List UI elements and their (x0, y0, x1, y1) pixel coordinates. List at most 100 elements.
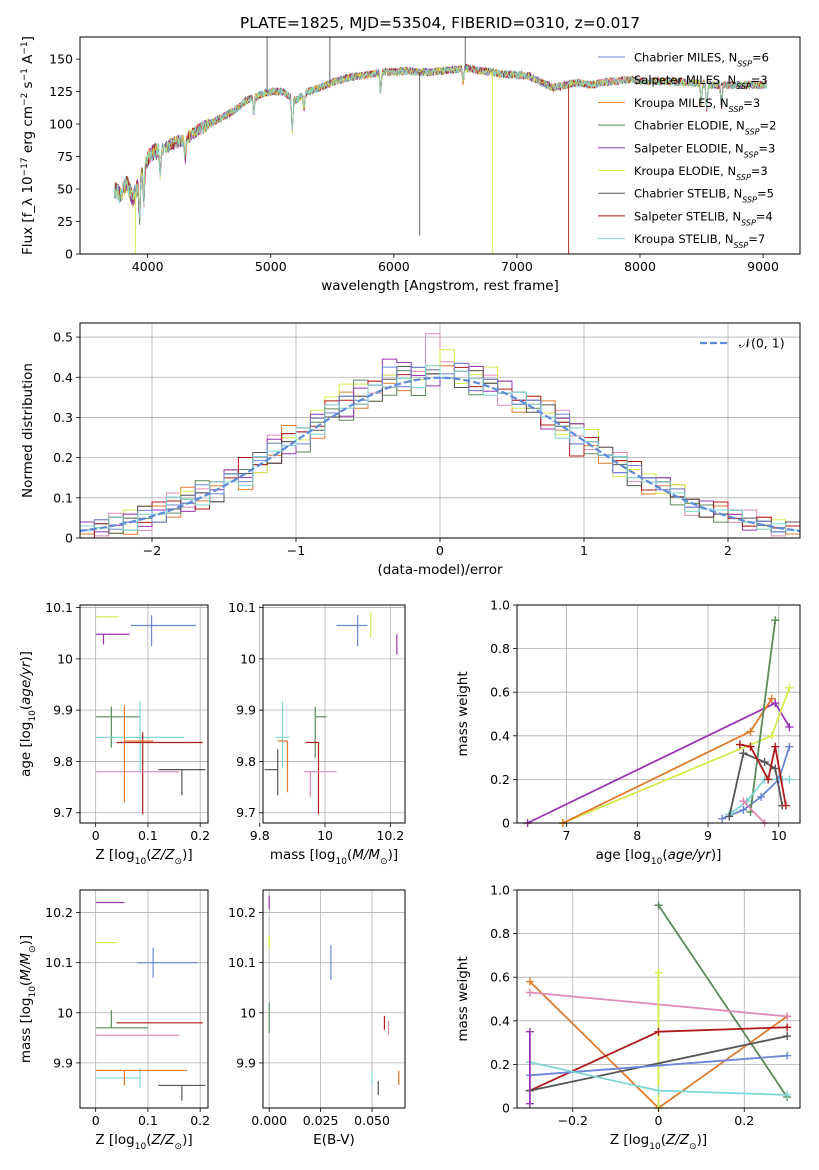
weight-marker (525, 1099, 534, 1108)
weight-marker (654, 1086, 663, 1095)
axes-frame (262, 604, 406, 824)
data-point (123, 705, 154, 803)
figure-title: PLATE=1825, MJD=53504, FIBERID=0310, z=0… (240, 14, 640, 32)
x-tick-label: 9.8 (250, 828, 270, 843)
weight-marker (771, 764, 780, 773)
x-tick-label: 2 (724, 543, 732, 558)
errorbar-plot-area (264, 611, 398, 815)
data-point (137, 947, 198, 978)
legend-label: Kroupa STELIB, NSSP=7 (634, 232, 765, 250)
panel-mass-vs-ebv: 0.000 0.025 0.050 9.9 10 10.1 10.2 E(B-V) (228, 889, 406, 1148)
y-tick-label: 10 (240, 651, 256, 666)
y-tick-label: 9.7 (53, 805, 73, 820)
weight-marker (760, 757, 769, 766)
data-point (95, 633, 130, 645)
y-tick-label: 0.8 (490, 641, 510, 656)
y-tick-label: 10.1 (45, 955, 73, 970)
y-tick-label: 9.9 (236, 703, 256, 718)
weight-marker (757, 792, 766, 801)
x-tick-label: 9 (704, 828, 712, 843)
weight-marker (767, 731, 776, 740)
residuals-plot-area (80, 333, 800, 538)
y-tick-label: 10.2 (45, 905, 73, 920)
x-axis-label: mass [log10(M/M⊙)] (270, 847, 398, 867)
data-point (95, 1010, 148, 1029)
y-tick-label: 10 (240, 1005, 256, 1020)
weight-marker (654, 901, 663, 910)
y-tick-label: 0.6 (490, 970, 510, 985)
x-tick-label: 0 (436, 543, 444, 558)
x-axis-label: wavelength [Angstrom, rest frame] (321, 278, 559, 294)
y-axis-label: Flux [f_λ 10−17 erg cm−2 s−1 A−1] (20, 36, 36, 255)
data-point (314, 706, 327, 758)
data-point (158, 769, 206, 796)
weight-marker (525, 1027, 534, 1036)
legend-label: Chabrier ELODIE, NSSP=2 (634, 119, 776, 137)
x-tick-label: 0.025 (303, 1113, 339, 1128)
axes-frame (516, 604, 801, 824)
weight-marker (785, 775, 794, 784)
legend-label: Chabrier MILES, NSSP=6 (634, 51, 769, 69)
x-tick-label: 10 (317, 828, 333, 843)
y-tick-label: 10.1 (228, 600, 256, 615)
y-tick-label: 150 (49, 52, 73, 67)
y-tick-label: 9.7 (236, 805, 256, 820)
legend-label: Salpeter ELODIE, NSSP=3 (634, 141, 775, 159)
normal-reference-curve (80, 376, 800, 533)
y-axis-label: Normed distribution (20, 363, 36, 498)
x-tick-label: 4000 (132, 259, 164, 274)
weight-marker (525, 977, 534, 986)
weight-plot-area (523, 616, 794, 827)
weight-marker (783, 1012, 792, 1021)
x-tick-label: 0 (655, 1113, 663, 1128)
axes-frame (262, 889, 406, 1109)
y-axis-label: mass weight (455, 671, 471, 756)
weight-marker (785, 742, 794, 751)
weight-series (525, 1027, 534, 1108)
x-tick-label: −2 (143, 543, 161, 558)
weight-marker (739, 749, 748, 758)
x-axis-label: E(B-V) (313, 1132, 355, 1148)
x-axis-label: (data-model)/error (377, 562, 503, 578)
y-tick-label: 10.2 (228, 905, 256, 920)
weight-marker (767, 694, 776, 703)
legend-label: Salpeter STELIB, NSSP=4 (634, 209, 773, 227)
data-point (95, 706, 141, 748)
y-tick-label: 9.9 (53, 703, 73, 718)
errorbar-plot-area (95, 615, 206, 815)
data-point (158, 1084, 206, 1101)
weight-marker (783, 1051, 792, 1060)
x-tick-label: 8 (633, 828, 641, 843)
x-tick-label: 0.2 (190, 828, 210, 843)
y-tick-label: 0 (502, 816, 510, 831)
y-tick-label: 0.4 (490, 728, 510, 743)
weight-marker (739, 805, 748, 814)
data-point (277, 740, 289, 793)
y-axis-label: mass [log10(M/M⊙)] (18, 935, 38, 1063)
data-point (116, 732, 203, 815)
y-axis-label: mass weight (455, 956, 471, 1041)
panel-mass-vs-Z: 0 0.1 0.2 9.9 10 10.1 10.2 Z [log10(Z/Z⊙)] mass … (18, 889, 210, 1152)
x-tick-label: 1 (580, 543, 588, 558)
x-tick-label: 10 (771, 828, 787, 843)
data-point (264, 749, 279, 796)
y-tick-label: 75 (57, 149, 73, 164)
data-point (305, 741, 320, 815)
y-tick-label: 0.5 (53, 330, 73, 345)
x-tick-label: 7 (563, 828, 571, 843)
y-tick-label: 10 (57, 651, 73, 666)
legend-label: Kroupa ELODIE, NSSP=3 (634, 164, 768, 182)
x-tick-label: 8000 (624, 259, 656, 274)
panel-age-vs-Z: 0 0.1 0.2 9.7 9.8 9.9 10 10.1 Z [log10(Z/Z⊙)] age… (18, 600, 210, 867)
panel-weight-vs-age: 7 8 9 10 0 0.2 0.4 0.6 0.8 1.0 age [log10(age/yr)]… (455, 598, 801, 867)
y-tick-label: 0.3 (53, 410, 73, 425)
legend-label: Salpeter MILES, NSSP=3 (634, 73, 768, 91)
x-tick-label: 0.2 (734, 1113, 754, 1128)
residual-histogram (80, 365, 800, 531)
x-tick-label: 0.2 (190, 1113, 210, 1128)
x-tick-label: 0 (92, 828, 100, 843)
weight-line (657, 904, 788, 1098)
y-tick-label: 50 (57, 182, 73, 197)
y-tick-label: 0.2 (490, 772, 510, 787)
y-tick-label: 0 (65, 531, 73, 546)
